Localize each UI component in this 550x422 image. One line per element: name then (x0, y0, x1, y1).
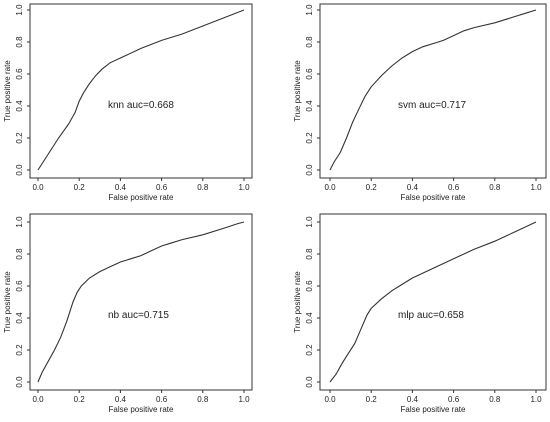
x-tick-label: 0.2 (366, 395, 378, 404)
y-tick-label: 0.8 (15, 248, 24, 260)
x-tick-label: 0.6 (448, 183, 460, 192)
x-tick-label: 0.2 (366, 183, 378, 192)
roc-curve-line (329, 221, 537, 383)
y-tick-label: 0.8 (15, 36, 24, 48)
x-axis-title: False positive rate (109, 405, 174, 414)
x-tick-label: 0.8 (489, 395, 501, 404)
x-tick-label: 0.4 (115, 183, 127, 192)
x-tick-label: 0.4 (115, 395, 127, 404)
x-tick-label: 0.0 (324, 183, 336, 192)
x-tick-label: 1.0 (530, 183, 542, 192)
x-axis-title: False positive rate (109, 193, 174, 202)
y-axis-title: True positive rate (3, 60, 12, 122)
y-tick-label: 0.6 (305, 280, 314, 292)
roc-curve-line (37, 221, 245, 383)
y-axis-title: True positive rate (293, 60, 302, 122)
y-tick-label: 0.0 (15, 164, 24, 176)
y-tick-label: 1.0 (15, 216, 24, 228)
y-tick-label: 0.4 (305, 312, 314, 324)
auc-annotation: mlp auc=0.658 (398, 310, 464, 321)
y-axis-title: True positive rate (293, 271, 302, 333)
x-tick-label: 0.8 (197, 183, 209, 192)
y-tick-label: 1.0 (305, 216, 314, 228)
roc-curve-line (37, 9, 245, 171)
roc-panel-1: 0.0 0.2 0.4 0.6 0.8 1.0 0.0 0.2 0.4 0.6 0.8 1.0 Fals… (3, 3, 253, 202)
y-tick-label: 0.6 (15, 68, 24, 80)
x-tick-label: 0.4 (407, 183, 419, 192)
x-tick-label: 0.4 (407, 395, 419, 404)
plot-frame (319, 3, 547, 179)
y-tick-label: 0.4 (15, 100, 24, 112)
y-tick-label: 0.8 (305, 36, 314, 48)
x-tick-label: 0.0 (32, 183, 44, 192)
x-axis-title: False positive rate (401, 405, 466, 414)
y-tick-label: 0.2 (305, 132, 314, 144)
y-axis-title: True positive rate (3, 271, 12, 333)
y-tick-label: 0.0 (305, 376, 314, 388)
y-tick-label: 0.4 (305, 100, 314, 112)
auc-annotation: nb auc=0.715 (108, 310, 169, 321)
plot-frame (319, 213, 547, 391)
x-tick-label: 1.0 (238, 183, 250, 192)
x-tick-label: 1.0 (530, 395, 542, 404)
y-tick-label: 1.0 (305, 4, 314, 16)
roc-panel-2: 0.0 0.2 0.4 0.6 0.8 1.0 0.0 0.2 0.4 0.6 0.8 1.0 Fals… (293, 3, 547, 202)
roc-panel-3: 0.0 0.2 0.4 0.6 0.8 1.0 0.0 0.2 0.4 0.6 0.8 1.0 Fals… (3, 213, 253, 414)
x-tick-label: 0.8 (197, 395, 209, 404)
y-tick-label: 0.2 (15, 344, 24, 356)
y-tick-label: 0.2 (305, 344, 314, 356)
auc-annotation: svm auc=0.717 (398, 100, 467, 111)
x-tick-label: 0.0 (324, 395, 336, 404)
y-tick-label: 0.4 (15, 312, 24, 324)
x-tick-label: 0.6 (156, 395, 168, 404)
x-tick-label: 1.0 (238, 395, 250, 404)
auc-annotation: knn auc=0.668 (108, 100, 174, 111)
y-tick-label: 0.0 (305, 164, 314, 176)
x-tick-label: 0.2 (74, 395, 86, 404)
plot-frame (29, 213, 253, 391)
x-axis-title: False positive rate (401, 193, 466, 202)
roc-curve-line (329, 9, 537, 171)
y-tick-label: 0.6 (15, 280, 24, 292)
y-tick-label: 0.8 (305, 248, 314, 260)
x-tick-label: 0.0 (32, 395, 44, 404)
x-tick-label: 0.6 (156, 183, 168, 192)
y-tick-label: 0.2 (15, 132, 24, 144)
x-tick-label: 0.6 (448, 395, 460, 404)
x-tick-label: 0.2 (74, 183, 86, 192)
plot-frame (29, 3, 253, 179)
y-tick-label: 1.0 (15, 4, 24, 16)
roc-panel-4: 0.0 0.2 0.4 0.6 0.8 1.0 0.0 0.2 0.4 0.6 0.8 1.0 Fals… (293, 213, 547, 414)
y-tick-label: 0.0 (15, 376, 24, 388)
x-tick-label: 0.8 (489, 183, 501, 192)
y-tick-label: 0.6 (305, 68, 314, 80)
